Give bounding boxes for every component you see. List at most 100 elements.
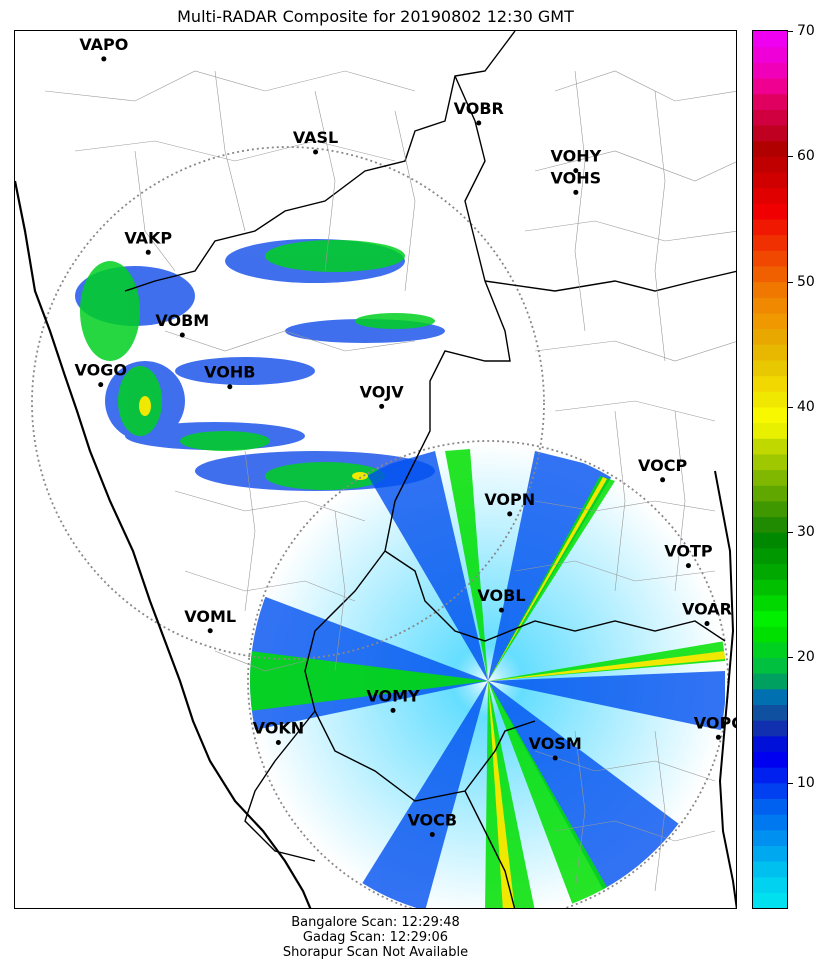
radar-coverage-north <box>75 239 445 491</box>
colorbar-axis: 10 20 30 40 50 60 70 <box>788 24 825 909</box>
colorbar-bin <box>753 453 787 471</box>
station-label: VOSM <box>529 734 582 753</box>
colorbar-bin <box>753 469 787 486</box>
colorbar-bin <box>753 547 787 565</box>
colorbar-tick-label: 70 <box>797 23 815 39</box>
colorbar-bin <box>753 438 787 455</box>
station-vomy: VOMY <box>366 686 420 713</box>
colorbar-bin <box>753 124 787 142</box>
colorbar-tick-label: 50 <box>797 273 815 290</box>
station-vakp: VAKP <box>124 228 172 255</box>
colorbar-bin <box>753 845 787 862</box>
station-marker <box>498 607 504 613</box>
colorbar-tick-label: 20 <box>797 649 815 666</box>
colorbar-bin <box>753 641 787 659</box>
station-marker <box>145 249 151 255</box>
station-label: VAKP <box>124 228 172 247</box>
colorbar-tick <box>788 657 793 659</box>
colorbar-bin <box>753 782 787 799</box>
station-vobl: VOBL <box>477 586 526 613</box>
colorbar-tick <box>788 31 793 32</box>
station-marker <box>704 621 710 627</box>
station-label: VOAR <box>682 600 732 619</box>
station-vocb: VOCB <box>407 811 457 838</box>
station-marker <box>275 739 281 745</box>
colorbar-tick-label: 10 <box>797 774 815 791</box>
colorbar-bin <box>753 500 787 518</box>
scan-status: Bangalore Scan: 12:29:48 Gadag Scan: 12:… <box>14 915 737 960</box>
station-marker <box>507 511 513 517</box>
radar-map[interactable]: VAPO VASL VOBR VOHY VOHS VAKP VOBM VOGO VOHB VOJV… <box>14 30 737 909</box>
colorbar-bin <box>753 297 787 314</box>
scan-status-shorapur: Shorapur Scan Not Available <box>282 945 469 960</box>
station-label: VOCB <box>407 811 457 830</box>
colorbar-bin <box>753 171 787 189</box>
colorbar-bin <box>753 735 787 752</box>
radar-map-canvas: VAPO VASL VOBR VOHY VOHS VAKP VOBM VOGO VOHB VOJV… <box>15 31 736 908</box>
station-label: VOML <box>184 607 236 626</box>
scan-status-gadag: Gadag Scan: 12:29:06 <box>302 930 449 945</box>
east-coastline <box>714 470 736 908</box>
station-vobr: VOBR <box>454 99 504 126</box>
station-vasl: VASL <box>293 128 338 155</box>
station-vohy: VOHY <box>550 147 602 174</box>
colorbar-bin <box>753 391 787 408</box>
station-label: VOBR <box>454 99 504 118</box>
station-marker <box>101 56 107 62</box>
station-vobm: VOBM <box>155 311 209 338</box>
colorbar-bin <box>753 626 787 643</box>
colorbar-bin <box>753 281 787 298</box>
colorbar-bin <box>753 140 787 157</box>
station-label: VOCP <box>638 456 687 475</box>
station-voml: VOML <box>184 607 236 634</box>
station-vohs: VOHS <box>551 168 601 195</box>
radar-coverage-south <box>250 443 726 908</box>
map-title: Multi-RADAR Composite for 20190802 12:30… <box>177 7 574 26</box>
station-label: VOKN <box>253 718 305 737</box>
station-marker <box>573 189 579 195</box>
colorbar-tick <box>788 532 793 534</box>
station-marker <box>552 755 558 761</box>
station-marker <box>98 382 104 388</box>
colorbar-bin <box>753 516 787 533</box>
colorbar-bin <box>753 31 787 48</box>
colorbar-bin <box>753 344 787 361</box>
colorbar <box>752 30 788 909</box>
station-vopc: VOPC <box>694 713 736 740</box>
station-label: VOPN <box>484 490 535 509</box>
colorbar-bin <box>753 203 787 220</box>
colorbar-gradient <box>753 31 787 909</box>
station-vosm: VOSM <box>529 734 582 761</box>
colorbar-bin <box>753 422 787 439</box>
station-label: VOBL <box>477 586 525 605</box>
colorbar-bin <box>753 77 787 95</box>
station-marker <box>573 168 579 174</box>
station-label: VOTP <box>664 542 713 561</box>
colorbar-tick-label: 30 <box>797 524 815 541</box>
station-vapo: VAPO <box>79 35 128 62</box>
colorbar-tick-label: 40 <box>797 398 815 415</box>
colorbar-bin <box>753 359 787 377</box>
station-marker <box>660 477 666 483</box>
colorbar-bin <box>753 892 787 909</box>
station-marker <box>379 403 385 409</box>
station-vohb: VOHB <box>204 363 255 390</box>
colorbar-tick <box>788 156 793 158</box>
colorbar-bin <box>753 406 787 424</box>
colorbar-tick <box>788 782 793 784</box>
scan-status-bangalore: Bangalore Scan: 12:29:48 <box>291 915 460 930</box>
station-vokn: VOKN <box>253 718 305 745</box>
station-vogo: VOGO <box>75 361 127 388</box>
station-label: VOHY <box>550 147 601 166</box>
station-label: VOHB <box>204 363 255 382</box>
colorbar-bin <box>753 218 787 236</box>
station-label: VASL <box>293 128 338 147</box>
colorbar-bin <box>753 109 787 126</box>
range-ring-north <box>31 146 545 660</box>
station-votp: VOTP <box>664 542 713 569</box>
colorbar-bin <box>753 62 787 79</box>
station-voar: VOAR <box>682 600 732 627</box>
state-boundaries <box>124 31 736 908</box>
station-label: VAPO <box>79 35 128 54</box>
station-marker <box>715 734 721 740</box>
